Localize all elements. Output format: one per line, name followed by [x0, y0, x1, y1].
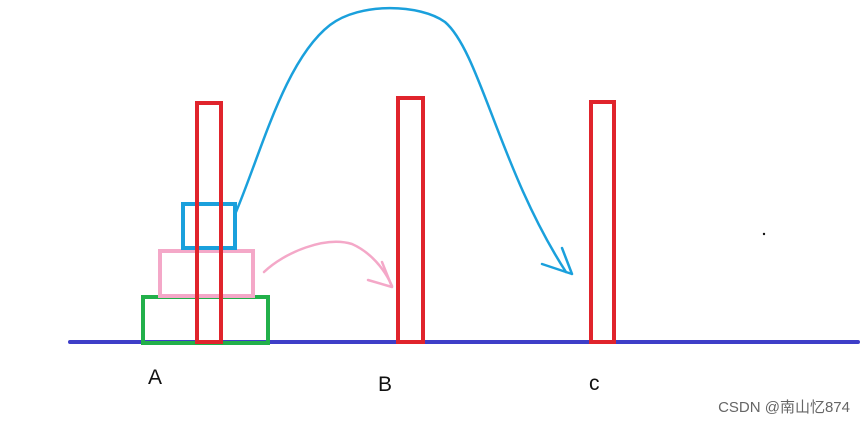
stray-dot	[762, 232, 766, 236]
peg-a	[195, 101, 223, 344]
peg-b	[396, 96, 425, 344]
watermark: CSDN @南山忆874	[718, 399, 850, 416]
move-arrow-medium-to-b	[262, 240, 394, 288]
peg-label-c: c	[589, 372, 600, 395]
peg-label-b: B	[378, 373, 393, 396]
move-arrowhead-small	[540, 246, 574, 276]
disk-large	[141, 295, 270, 345]
disk-small	[181, 202, 237, 250]
move-arrow-small-to-c	[234, 6, 568, 274]
peg-c	[589, 100, 616, 344]
move-arrowhead-medium	[366, 260, 394, 289]
peg-label-a: A	[148, 366, 163, 389]
disk-medium	[158, 249, 255, 298]
